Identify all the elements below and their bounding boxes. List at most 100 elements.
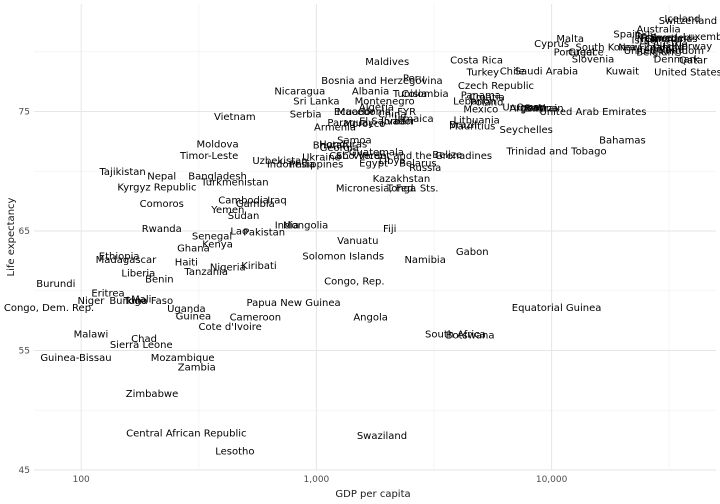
country-label: Kiribati [241,261,276,272]
country-label: Zimbabwe [126,389,179,400]
country-label: Denmark [654,54,700,65]
country-label: Georgia [320,143,359,154]
country-label: Costa Rica [450,56,503,67]
country-label: Morocco [343,119,385,130]
x-axis-title: GDP per capita [335,489,410,500]
country-label: Burundi [36,279,75,290]
country-label: Mozambique [151,353,215,364]
country-label: Sudan [228,211,260,222]
country-label: Armenia [314,123,356,134]
country-label: Netherlands [637,34,698,45]
country-label: Cabo Verde [329,151,386,162]
country-label: Chad [131,334,157,345]
country-label: Turkmenistan [200,178,268,189]
country-label: Rwanda [142,224,182,235]
country-label: Colombia [402,89,449,100]
country-label: Madagascar [96,255,158,266]
country-label: Oman [516,102,546,113]
country-label: China [378,109,407,120]
country-label: Greece [568,47,604,58]
country-label: Congo, Dem. Rep. [4,303,94,314]
country-label: United Kingdom [624,46,704,57]
country-label: Luxembourg [683,32,720,43]
country-label: Maldives [365,57,409,68]
country-label: Panama [461,90,501,101]
country-label: Benin [145,274,173,285]
country-label: Samoa [337,136,371,147]
country-label: Bahamas [599,136,646,147]
country-label: Sri Lanka [293,96,339,107]
country-label: Iraq [267,195,287,206]
country-label: Moldova [197,139,239,150]
country-label: Poland [470,97,503,108]
country-label: Tunisia [392,89,427,100]
x-tick-label: 100 [73,475,90,485]
country-label: Uganda [167,304,206,315]
country-label: France [640,33,673,44]
country-label: Saudi Arabia [515,66,578,77]
country-label: United States [654,68,720,79]
y-tick-label: 65 [19,227,30,237]
country-label: Cameroon [230,313,281,324]
y-axis-ticks: 45 55 65 75 [19,108,30,476]
country-label: United Arab Emirates [540,107,647,118]
country-label: Malta [556,34,584,45]
country-label: Lao [230,227,248,238]
country-label: Malawi [74,329,109,340]
country-label: Tanzania [183,267,228,278]
country-label: Guinea-Bissau [40,353,111,364]
country-label: Bosnia and Herzegovina [321,76,442,87]
country-label: Pakistan [243,228,285,239]
country-label: Israel [632,35,659,46]
country-label: Jamaica [393,114,433,125]
x-tick-label: 10,000 [536,475,568,485]
country-label: Botswana [446,330,495,341]
country-label: Belarus [399,158,437,169]
country-label: Seychelles [500,125,553,136]
country-label: Croatia [469,93,505,104]
plot-grid [34,4,716,471]
country-label: Mauritius [449,121,495,132]
country-label: Brazil [449,120,477,131]
country-label: Fiji [383,224,396,235]
country-label: Kuwait [606,66,639,77]
country-label: Tonga [386,184,416,195]
country-label: Equatorial Guinea [512,303,602,314]
country-label: Swaziland [357,431,407,442]
country-label: Burkina Faso [109,296,173,307]
country-label: Italy [634,31,656,42]
country-label: Togo [123,296,147,307]
country-label: Ghana [177,243,210,254]
country-label: Paraguay [327,118,374,129]
country-label: Nepal [147,172,176,183]
country-label: Macedonia, FYR [337,107,416,118]
country-label: Central African Republic [126,428,246,439]
country-label: Ukraine [302,152,341,163]
country-label: Liberia [121,268,155,279]
country-label: Norway [674,41,712,52]
country-label: Zambia [178,363,216,374]
country-label: South Korea [576,43,637,54]
country-label: Belgium [636,47,677,58]
country-label: Lithuania [453,115,499,126]
country-label: Eritrea [91,289,124,300]
country-label: Argentina [509,103,558,114]
y-tick-label: 45 [19,466,30,476]
country-label: Guatemala [349,148,404,159]
country-label: Canada [645,34,683,45]
country-label: South Africa [425,329,486,340]
country-label: Uzbekistan [252,156,307,167]
country-label: Solomon Islands [302,252,384,263]
country-label: Gambia [236,199,275,210]
country-label: Russia [409,163,441,174]
country-label: Spain [613,29,641,40]
y-axis-title: Life expectancy [6,197,17,276]
country-label: Serbia [290,109,322,120]
country-label: Tajikistan [98,167,145,178]
country-label: Trinidad and Tobago [506,146,607,157]
country-label: Cyprus [534,39,569,50]
country-label: Peru [403,74,425,85]
country-label: Lesotho [215,446,254,457]
